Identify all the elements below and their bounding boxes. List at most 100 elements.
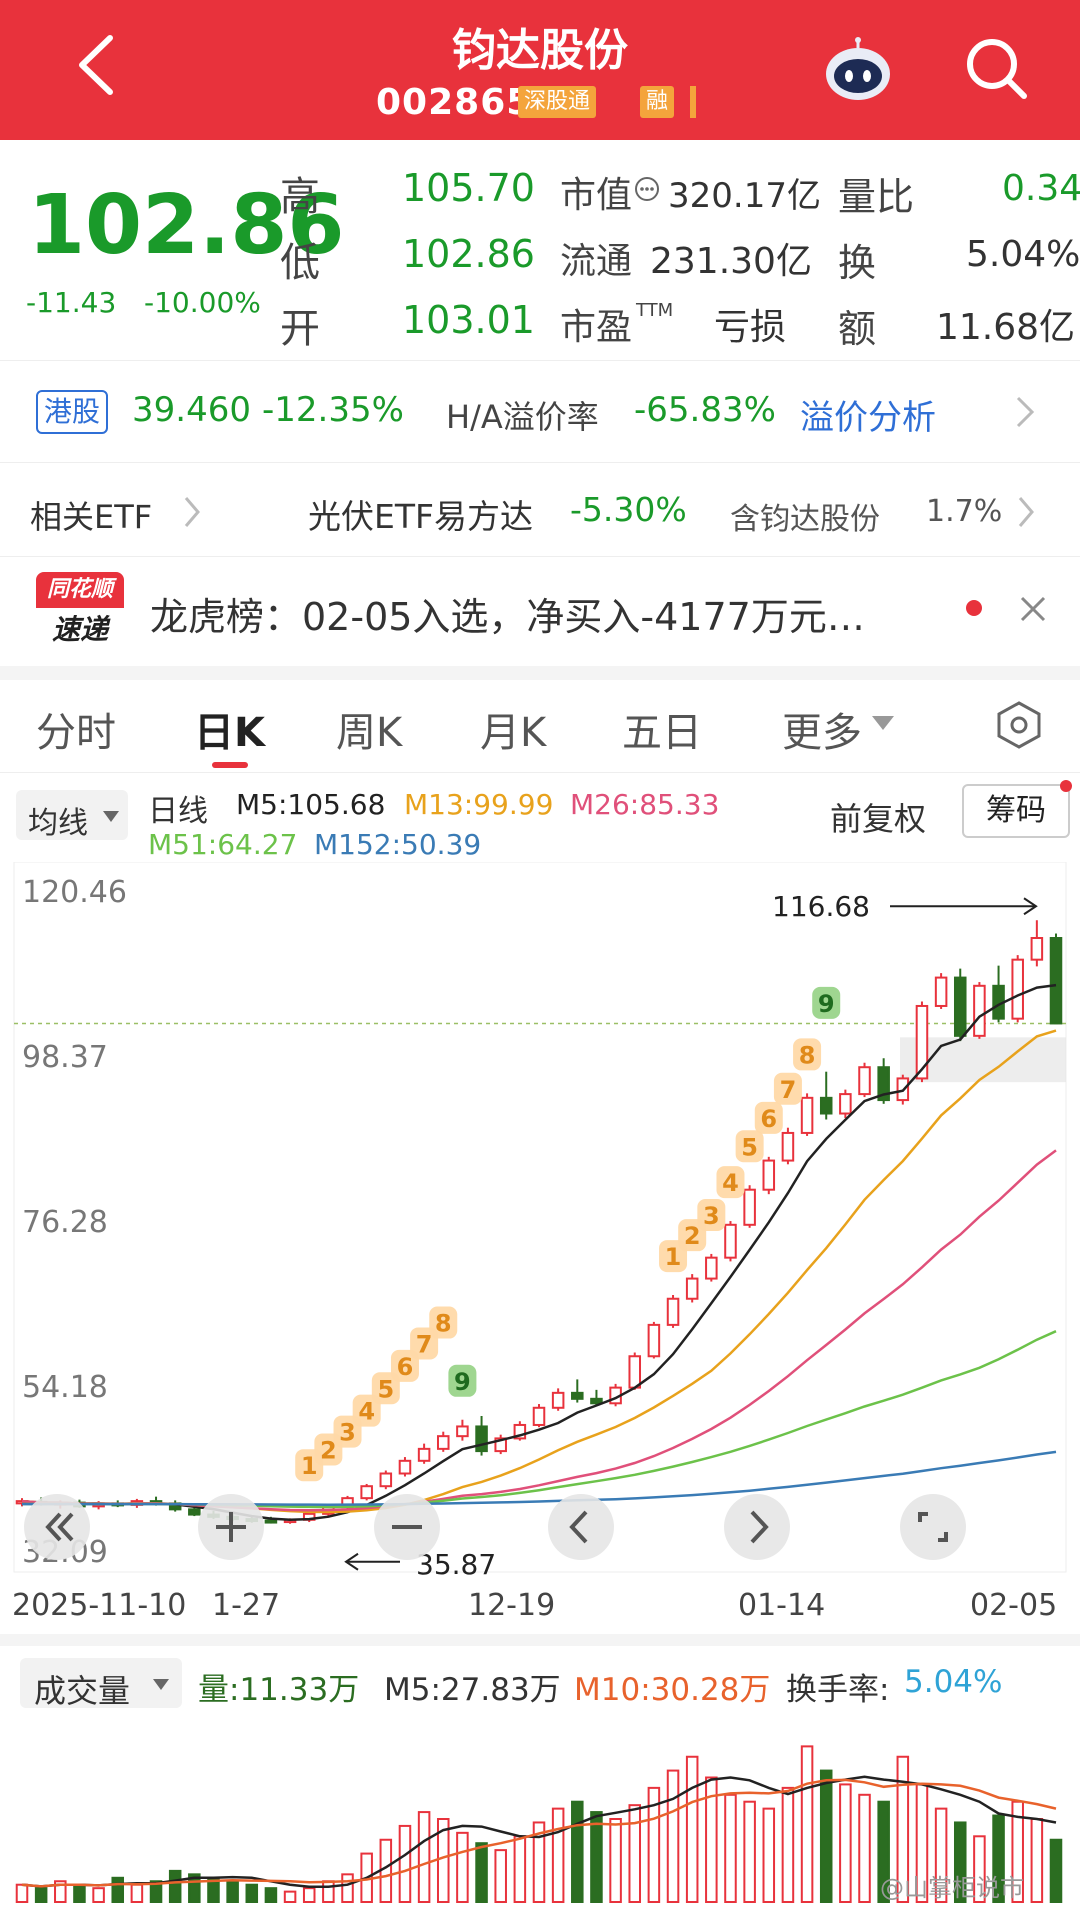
candle-body (915, 1004, 929, 1080)
volume-bar (973, 1835, 986, 1903)
zoom-out-button[interactable] (372, 1492, 442, 1562)
tab-monthly-k[interactable]: 月K (480, 710, 547, 756)
candle-body (513, 1423, 527, 1440)
volume-bar (398, 1824, 412, 1903)
pan-left-button[interactable] (546, 1492, 616, 1562)
td-marker (716, 1166, 745, 1199)
back-icon[interactable] (70, 30, 120, 100)
volume-bar (322, 1880, 335, 1903)
candle-body (705, 1256, 718, 1280)
holding-pct: 1.7% (926, 494, 1003, 529)
candle-body (456, 1425, 469, 1438)
hk-change-pct: -12.35% (262, 390, 404, 430)
volume-bar (149, 1880, 163, 1903)
x-tick-start: 2025-11-10 (12, 1588, 187, 1623)
td-marker-label: 7 (416, 1330, 433, 1358)
pan-right-button[interactable] (722, 1492, 792, 1562)
open-label: 开 (280, 306, 320, 352)
caret-down-icon (872, 716, 894, 730)
candle-body (934, 976, 948, 1007)
candle-body (417, 1447, 431, 1462)
volume-chart (15, 1745, 1063, 1904)
volume-bar (111, 1876, 125, 1904)
ma-selector[interactable]: 均线 (16, 790, 128, 841)
volume-bar (571, 1800, 584, 1903)
settings-hexagon-icon[interactable] (994, 700, 1044, 750)
indicator-selector[interactable]: 成交量 (20, 1658, 182, 1710)
volume-bar (781, 1786, 795, 1903)
mcap-value: 320.17亿 (668, 176, 821, 216)
candle-body (800, 1096, 814, 1134)
chevron-right-icon (1016, 396, 1035, 428)
y-tick-label: 76.28 (22, 1205, 108, 1240)
x-tick-end: 02-05 (970, 1588, 1058, 1623)
tab-intraday[interactable]: 分时 (36, 710, 116, 756)
volume-bar (245, 1883, 259, 1903)
high-annotation: 116.68 (772, 890, 870, 923)
caret-down-icon (153, 1679, 169, 1690)
ma-line-m152 (22, 1450, 1057, 1506)
volume-bar (264, 1887, 278, 1904)
divider (0, 556, 1080, 557)
divider (0, 462, 1080, 463)
td-marker-label: 8 (435, 1310, 452, 1338)
volume-bar (417, 1811, 431, 1903)
tab-more[interactable]: 更多 (782, 710, 862, 756)
candle-body (1011, 958, 1024, 1020)
chips-button[interactable]: 筹码 (962, 784, 1070, 838)
volume-bar (609, 1818, 622, 1903)
volume-bar (379, 1838, 393, 1903)
indicator-selector-label: 成交量 (34, 1672, 131, 1710)
volume-ma10-line (21, 1778, 1057, 1888)
candle-body (188, 1508, 201, 1516)
mcap-label: 市值 (560, 175, 633, 216)
volume-bar (685, 1755, 699, 1903)
volume-bar (819, 1769, 833, 1904)
td-marker-label: 9 (454, 1368, 471, 1396)
zoom-in-button[interactable] (196, 1492, 266, 1562)
volume-bar (34, 1887, 48, 1904)
info-icon[interactable] (634, 176, 660, 202)
volume-bar (73, 1883, 86, 1903)
chevron-right-icon (1018, 497, 1034, 527)
tab-daily-k[interactable]: 日K (194, 710, 265, 756)
volume-bar (1049, 1838, 1063, 1903)
search-icon[interactable] (964, 36, 1030, 102)
candle-body (1049, 937, 1063, 1025)
pe-label: 市盈 (560, 307, 633, 348)
td-marker-label: 4 (722, 1169, 739, 1197)
candle-body (398, 1459, 412, 1475)
td-marker (352, 1394, 381, 1427)
ma-period-label: 日线 (148, 794, 208, 829)
watermark: @山掌柜说市 (880, 1874, 1024, 1902)
close-icon[interactable] (1018, 594, 1048, 624)
candle-body (724, 1223, 737, 1259)
active-tab-indicator (212, 762, 248, 768)
turnover-rate-value: 5.04% (904, 1664, 1003, 1700)
tab-weekly-k[interactable]: 周K (336, 710, 403, 756)
forward-adjust-label[interactable]: 前复权 (830, 800, 927, 838)
volume-bar (54, 1880, 67, 1903)
volume-bar (628, 1804, 642, 1903)
fullscreen-button[interactable] (898, 1492, 968, 1562)
volume-bar (934, 1807, 948, 1903)
candle-body (532, 1406, 546, 1426)
ma152-value: M152:50.39 (314, 828, 482, 861)
section-gap (0, 1634, 1080, 1646)
premium-analysis-link[interactable]: 溢价分析 (800, 398, 936, 438)
candle-body (762, 1159, 776, 1191)
candlestick-chart[interactable]: 120.4698.3776.2854.1832.0912345678912345… (0, 862, 1080, 1602)
logo-bottom-text: 速递 (36, 608, 124, 652)
td-marker-label: 7 (780, 1076, 797, 1104)
candle-body (628, 1355, 642, 1389)
td-marker (697, 1198, 726, 1231)
candle-body (781, 1131, 795, 1162)
rewind-button[interactable] (22, 1492, 92, 1562)
ma51-value: M51:64.27 (148, 828, 298, 861)
badge-overflow (690, 86, 696, 118)
tab-five-day[interactable]: 五日 (622, 710, 702, 756)
robot-assistant-icon[interactable] (820, 36, 896, 102)
hk-share-tag: 港股 (36, 390, 109, 434)
low-label: 低 (280, 240, 320, 286)
td-marker (773, 1072, 802, 1105)
